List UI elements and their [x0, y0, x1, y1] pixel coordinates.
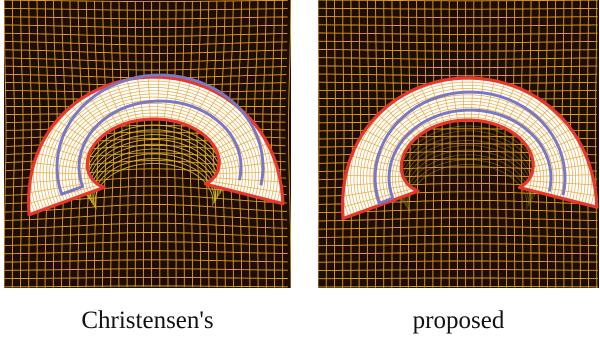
outer-contour	[27, 75, 285, 217]
deformation-grid-image	[318, 0, 599, 288]
caption-proposed: proposed	[412, 307, 505, 334]
inner-contour	[55, 73, 265, 196]
outer-contour	[341, 76, 599, 221]
caption-christensen: Christensen's	[81, 307, 214, 334]
deformation-panel-christensen	[4, 0, 291, 288]
deformation-panel-proposed	[318, 0, 599, 288]
inner-contour	[373, 90, 567, 205]
deformation-grid-image	[4, 0, 291, 288]
